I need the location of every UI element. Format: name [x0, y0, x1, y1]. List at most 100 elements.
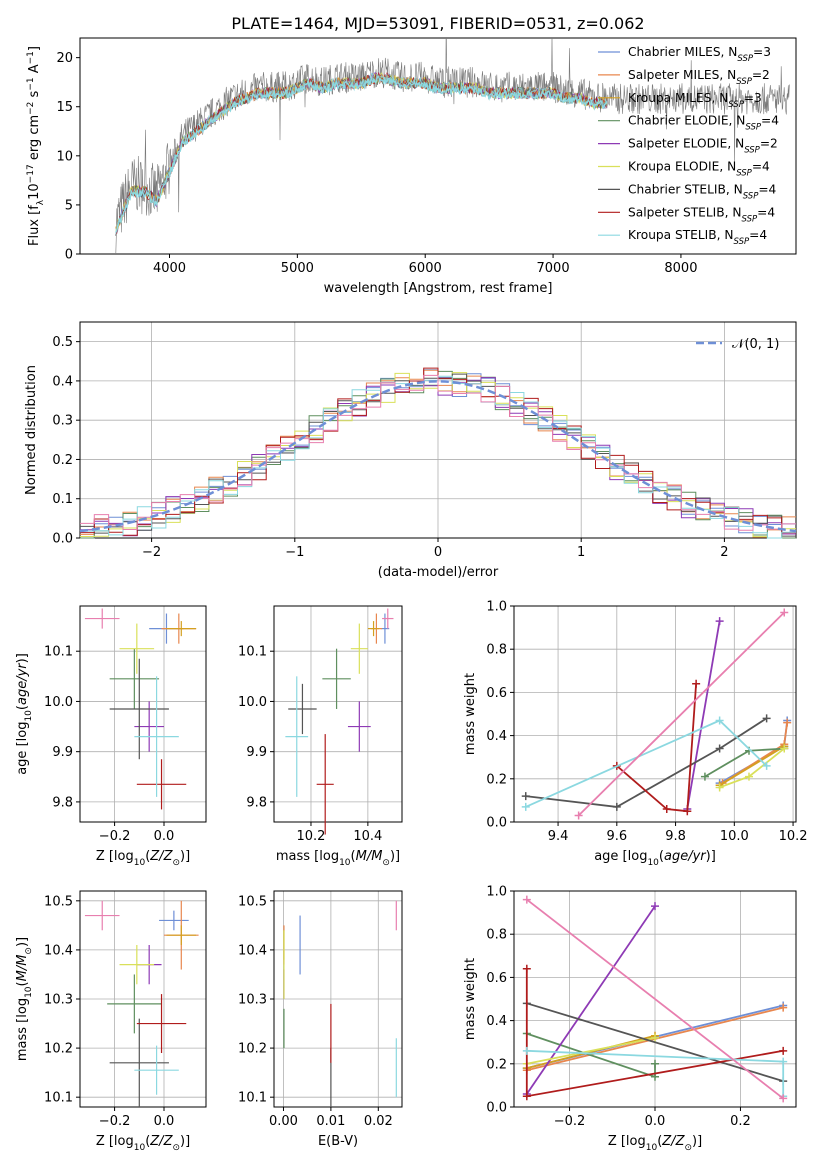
x-tick-label: −2	[142, 545, 161, 560]
weight-marker	[762, 761, 771, 770]
label-part: ⊙	[24, 947, 34, 955]
x-tick-label: −0.2	[554, 1114, 586, 1129]
y-tick-label: 10	[56, 149, 73, 164]
label-part: Flux [f	[27, 205, 42, 246]
label-part: (	[15, 705, 30, 710]
label-part: )]	[692, 1134, 702, 1149]
legend-entry: Salpeter ELODIE, NSSP=2	[628, 137, 778, 156]
y-axis-label: Flux [fλ10−17 erg cm−2 s−1 A−1]	[26, 46, 46, 246]
label-part: Z [log	[96, 849, 134, 864]
x-tick-label: −1	[285, 545, 304, 560]
y-tick-label: 10.4	[238, 943, 267, 958]
axes-frame	[513, 605, 797, 823]
x-tick-label: 10.2	[779, 829, 808, 844]
y-tick-label: 9.8	[246, 795, 267, 810]
label-part: )]	[180, 1134, 190, 1149]
label-part: age [log	[15, 722, 30, 775]
label-part: ⊙	[172, 1143, 180, 1153]
x-tick-label: 4000	[153, 261, 186, 276]
legend-sub: SSP	[736, 169, 752, 179]
y-tick-label: 1.0	[486, 600, 507, 615]
label-part: ]	[27, 46, 42, 51]
legend-text: =4	[758, 182, 776, 196]
x-tick-label: 10.2	[297, 829, 326, 844]
label-part: 10	[339, 858, 351, 868]
weight-marker	[783, 718, 792, 727]
y-tick-label: 9.9	[52, 745, 73, 760]
y-tick-label: 0.2	[486, 772, 507, 787]
label-part: age/yr	[15, 662, 30, 705]
axes-spectrum	[76, 37, 797, 258]
weight-marker	[651, 902, 659, 911]
label-part: (	[351, 849, 356, 864]
y-axis-label: mass weight	[463, 958, 478, 1040]
weight-line-5	[526, 905, 656, 1095]
weight-marker	[521, 802, 530, 811]
x-tick-label: 0.0	[154, 829, 175, 844]
x-tick-label: 0.2	[730, 1114, 751, 1129]
weight-marker	[522, 1046, 531, 1055]
legend-text: Chabrier STELIB, N	[628, 182, 743, 196]
legend-text: Kroupa MILES, N	[628, 91, 728, 105]
y-tick-label: 10.5	[238, 894, 267, 909]
axes-mass-EBV	[270, 890, 403, 1111]
weight-marker	[692, 679, 701, 688]
y-tick-label: 0.0	[486, 816, 507, 831]
x-tick-label: 6000	[409, 261, 442, 276]
legend-text: =4	[761, 114, 779, 128]
x-tick-label: 10.0	[720, 829, 749, 844]
x-tick-label: 9.4	[548, 829, 569, 844]
x-tick-label: 0.02	[364, 1114, 393, 1129]
label-part: )]	[180, 849, 190, 864]
legend-sub: SSP	[728, 100, 744, 110]
weight-marker	[779, 1046, 788, 1055]
x-tick-label: 0.00	[269, 1114, 298, 1129]
weight-marker	[683, 807, 692, 816]
residual-histogram-7	[80, 367, 796, 536]
y-tick-label: 1.0	[486, 885, 507, 900]
y-tick-label: 0	[65, 248, 73, 263]
weight-marker	[715, 716, 724, 725]
y-tick-label: 0.3	[52, 414, 73, 429]
y-tick-label: 20	[56, 51, 73, 66]
x-tick-label: 1	[577, 545, 585, 560]
y-axis-label: Normed distribution	[24, 365, 39, 495]
x-tick-label: 7000	[537, 261, 570, 276]
x-tick-label: 5000	[281, 261, 314, 276]
weight-marker	[651, 1033, 659, 1042]
legend-sub: SSP	[734, 237, 750, 247]
axes-frame	[79, 605, 207, 823]
label-part: Z/Z	[149, 1134, 173, 1149]
weight-marker	[779, 1003, 788, 1012]
x-tick-label: −0.2	[99, 829, 131, 844]
label-part: )]	[390, 849, 400, 864]
y-tick-label: 10.3	[44, 993, 73, 1008]
weight-line-10	[526, 898, 784, 1100]
label-part: 10	[27, 183, 42, 200]
label-part: (	[659, 849, 664, 864]
y-axis-label: age [log10(age/yr)]	[15, 653, 34, 775]
weight-marker	[522, 1092, 531, 1101]
legend-entry: Chabrier ELODIE, NSSP=4	[628, 114, 779, 133]
legend-entry: Kroupa MILES, NSSP=3	[628, 91, 762, 110]
y-tick-label: 0.4	[52, 374, 73, 389]
label-part: −2	[26, 102, 36, 115]
label-part: )]	[706, 849, 716, 864]
axes-frame	[79, 37, 797, 255]
label-part: ⊙	[684, 1143, 692, 1153]
label-part: Z [log	[608, 1134, 646, 1149]
label-part: 10	[134, 858, 146, 868]
legend-text: Salpeter ELODIE, N	[628, 137, 744, 151]
label-part: 10	[24, 986, 34, 998]
label-part: s	[27, 90, 42, 101]
legend-text: Salpeter STELIB, N	[628, 205, 741, 219]
weight-line-8	[616, 683, 697, 813]
axes-residuals	[76, 321, 797, 542]
y-tick-label: 0.6	[486, 971, 507, 986]
legend-entry: Salpeter STELIB, NSSP=4	[628, 205, 775, 224]
legend-text: Chabrier MILES, N	[628, 45, 737, 59]
label-part: λ	[36, 199, 46, 205]
x-tick-label: 0.01	[316, 1114, 345, 1129]
weight-marker	[780, 744, 789, 753]
